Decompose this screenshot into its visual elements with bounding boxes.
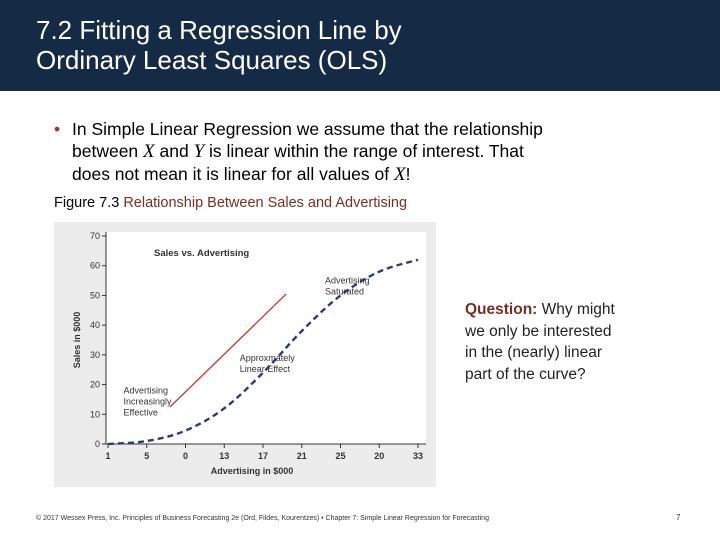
bullet-line-3: does not mean it is linear for all value… — [72, 163, 654, 186]
question-line-1: Question: Why might — [465, 299, 675, 321]
annotation-text: Effective — [124, 407, 158, 417]
y-tick-label: 30 — [90, 350, 100, 360]
y-axis-label: Sales in $000 — [72, 312, 82, 369]
chart-title: Sales vs. Advertising — [154, 248, 249, 259]
bullet-point: • In Simple Linear Regression we assume … — [54, 118, 654, 186]
y-tick-label: 60 — [90, 261, 100, 271]
question-line-4: part of the curve? — [465, 365, 586, 383]
x-axis-label: Advertising in $000 — [211, 466, 294, 476]
question-callout: Question: Why might we only be intereste… — [465, 299, 675, 385]
bullet-text-run: and — [154, 141, 194, 161]
variable-y: Y — [193, 141, 205, 162]
bullet-dot-icon: • — [54, 119, 61, 139]
annotation-text: Saturated — [325, 287, 364, 297]
y-tick-label: 50 — [90, 290, 100, 300]
annotation-text: Advertising — [325, 276, 370, 286]
y-tick-label: 0 — [95, 439, 100, 449]
x-tick-label: 17 — [258, 451, 268, 461]
annotation-text: Advertising — [124, 385, 169, 395]
y-tick-label: 20 — [90, 380, 100, 390]
slide-title-line-2: Ordinary Least Squares (OLS) — [36, 45, 388, 75]
bullet-text-run: between — [72, 141, 144, 161]
plot-area — [106, 232, 426, 444]
annotation-text: Increasingly — [124, 396, 173, 406]
question-text-run: Why might — [537, 301, 615, 318]
x-tick-label: 33 — [413, 451, 423, 461]
figure-title: Relationship Between Sales and Advertisi… — [123, 195, 408, 211]
x-tick-label: 13 — [219, 451, 229, 461]
regression-line-series — [169, 293, 287, 408]
y-tick-label: 10 — [90, 409, 100, 419]
x-tick-label: 20 — [374, 451, 384, 461]
sales-curve-series — [107, 258, 419, 446]
figure-label: Figure 7.3 — [54, 195, 120, 211]
y-tick-label: 40 — [90, 320, 100, 330]
page-number: 7 — [676, 513, 681, 522]
annotation-text: Approxmately — [240, 353, 296, 363]
bullet-text-run: does not mean it is linear for all value… — [72, 164, 394, 184]
x-tick-label: 25 — [335, 451, 345, 461]
x-tick-label: 1 — [105, 451, 110, 461]
x-tick-label: 21 — [297, 451, 307, 461]
question-line-2: we only be interested — [465, 322, 612, 340]
bullet-text-run: ! — [405, 164, 411, 184]
x-tick-label: 0 — [183, 451, 188, 461]
x-tick-label: 5 — [144, 451, 149, 461]
chart-container: 0 10 20 30 40 50 60 70 1 5 0 13 17 21 25 20 33 Advertisin… — [54, 222, 436, 487]
variable-x: X — [393, 164, 406, 185]
figure-caption: Figure 7.3 Relationship Between Sales an… — [54, 195, 407, 211]
title-bar: 7.2 Fitting a Regression Line by Ordinar… — [0, 0, 720, 91]
y-tick-label: 70 — [90, 231, 100, 241]
bullet-line-2: between X and Y is linear within the ran… — [72, 140, 654, 163]
slide-title: 7.2 Fitting a Regression Line by Ordinar… — [36, 15, 696, 75]
bullet-text-run: is linear within the range of interest. … — [204, 141, 524, 161]
variable-x: X — [143, 141, 155, 162]
question-line-3: in the (nearly) linear — [465, 344, 602, 361]
bullet-line-1: In Simple Linear Regression we assume th… — [72, 119, 543, 139]
bullet-text: In Simple Linear Regression we assume th… — [72, 118, 654, 186]
annotation-text: Linear Effect — [240, 364, 291, 374]
footer-copyright: © 2017 Wessex Press, Inc. Principles of … — [36, 515, 489, 522]
question-label: Question: — [465, 301, 538, 318]
slide-title-line-1: 7.2 Fitting a Regression Line by — [36, 15, 402, 45]
